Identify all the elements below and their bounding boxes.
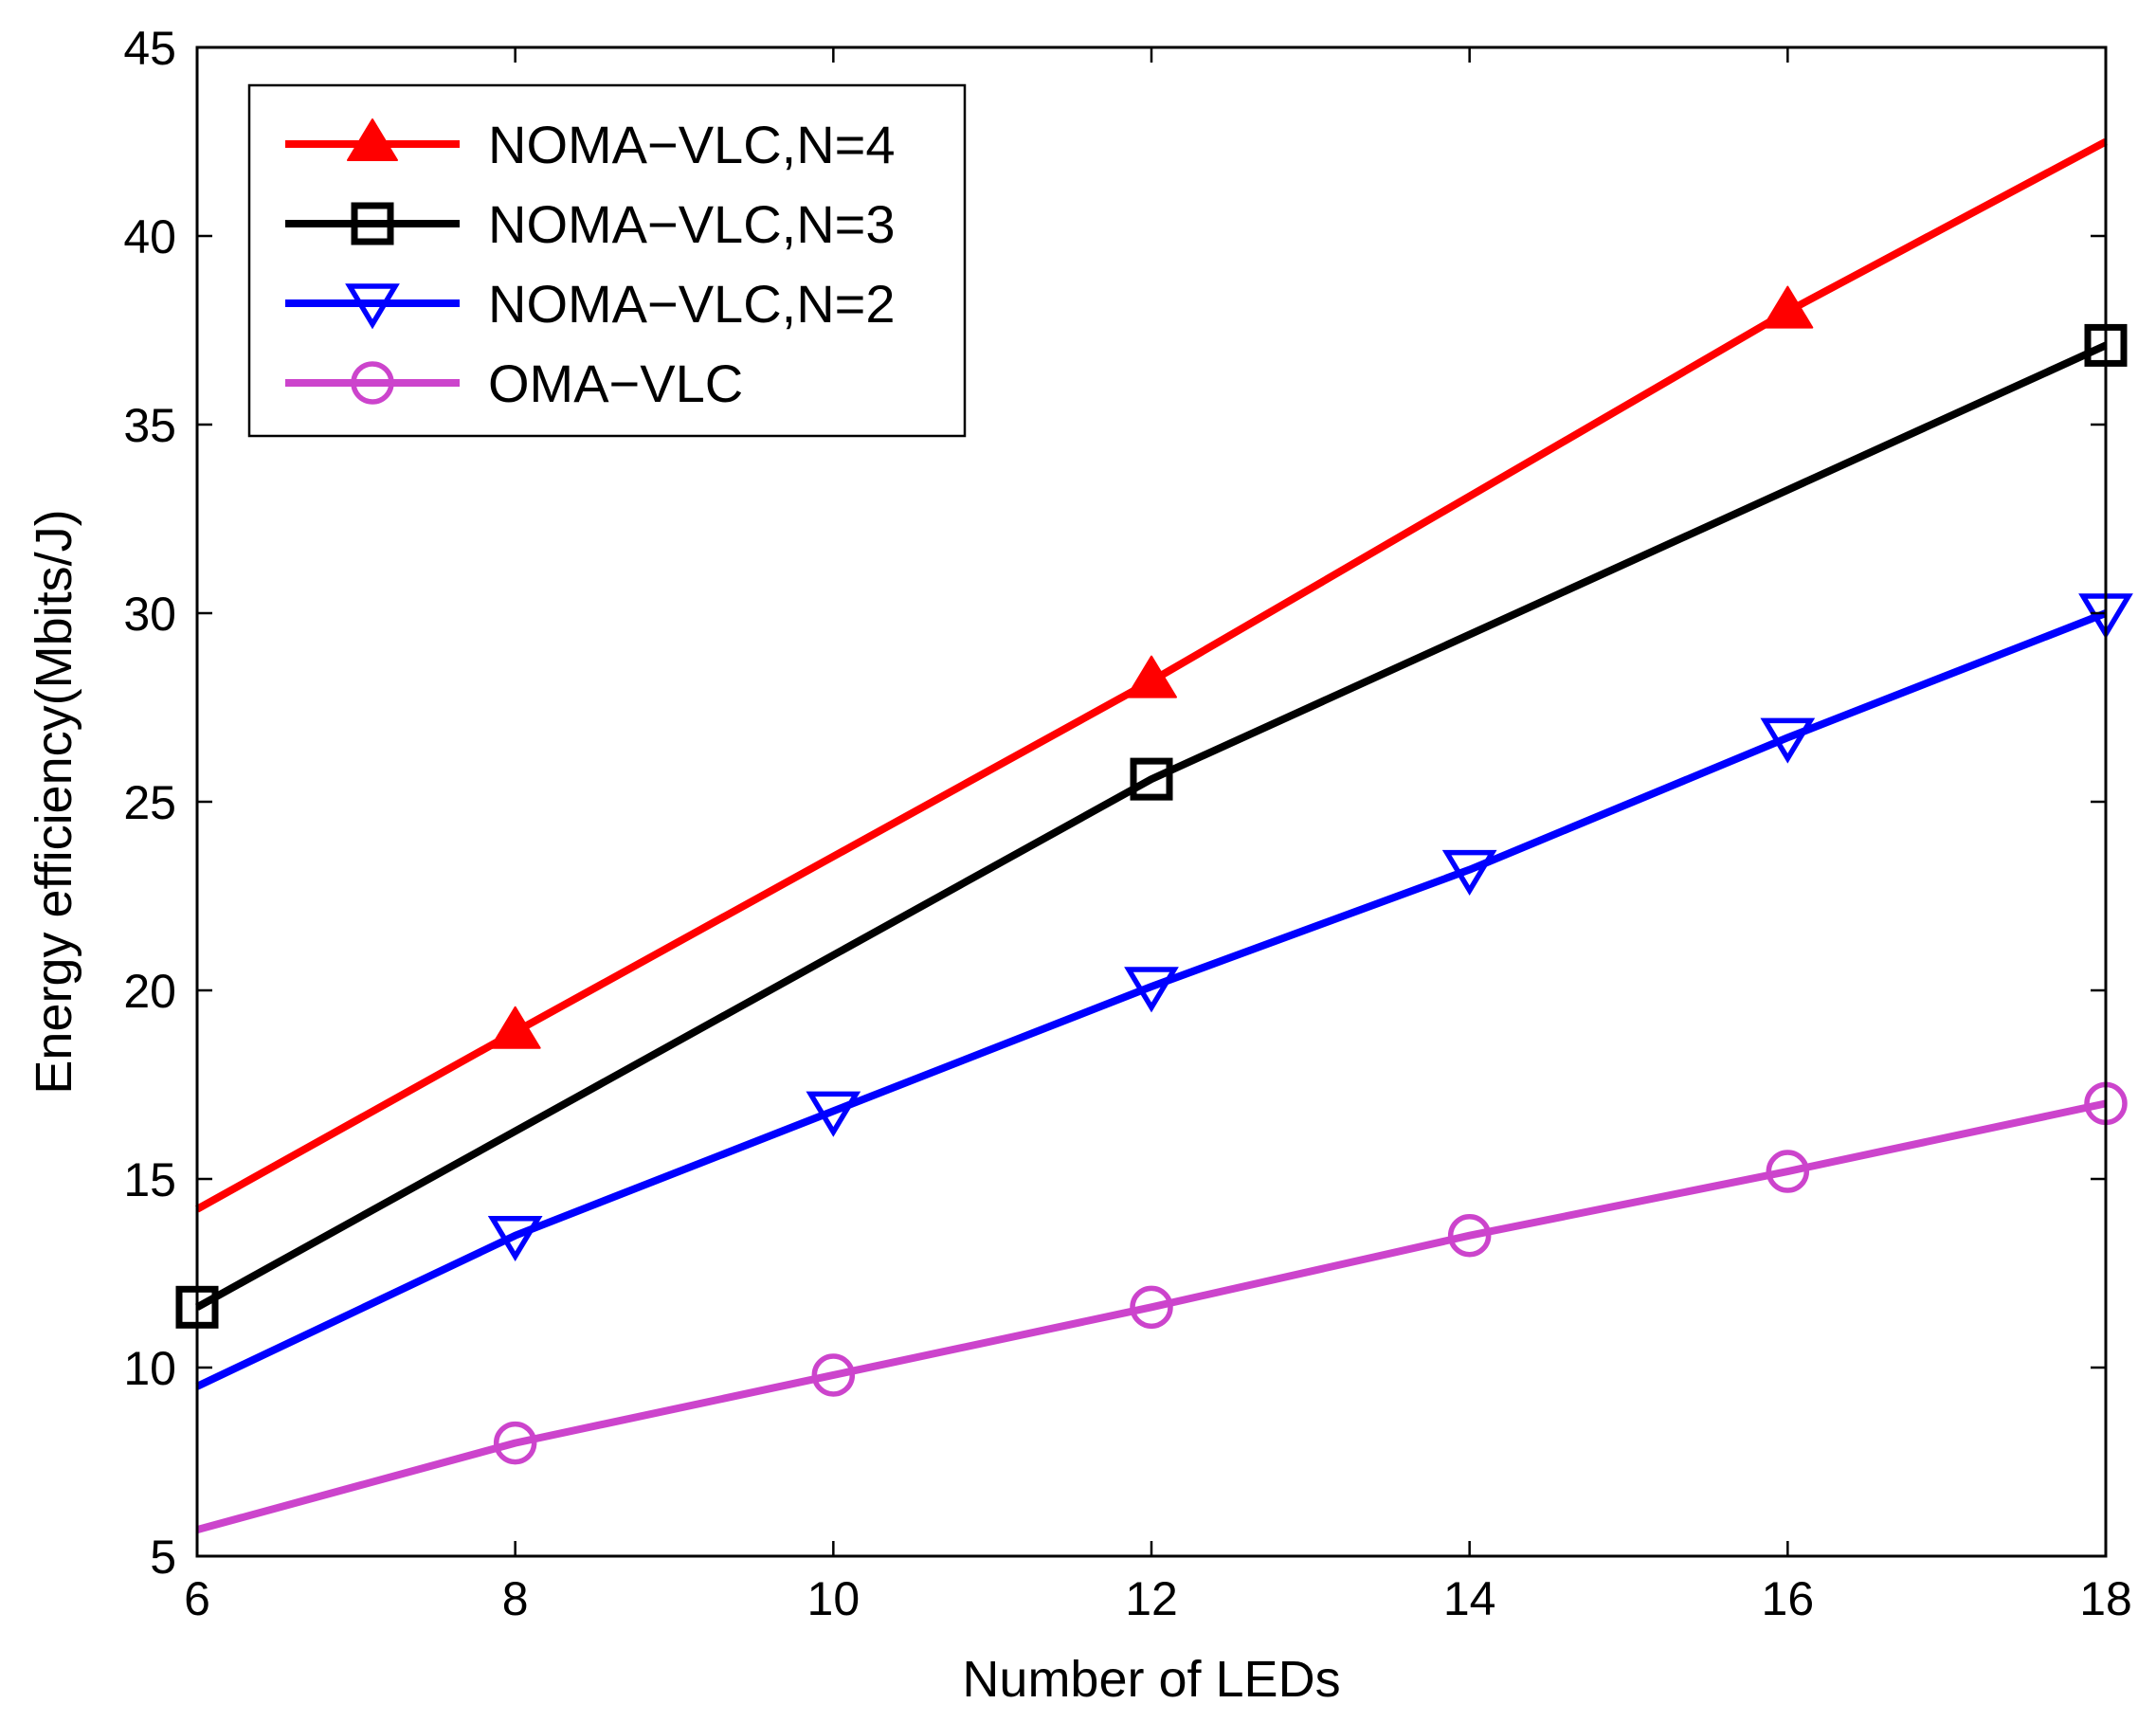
legend-item: OMA−VLC: [285, 353, 743, 413]
x-tick-label: 10: [807, 1572, 861, 1625]
legend-item: NOMA−VLC,N=2: [285, 274, 896, 334]
series-2: [175, 323, 2128, 1329]
series-line: [195, 341, 2108, 1311]
data-point: [1130, 757, 1173, 801]
series-line: [195, 609, 2108, 1390]
data-point: [487, 1215, 543, 1262]
legend-swatch-marker: [345, 283, 400, 330]
data-point: [1126, 655, 1177, 698]
x-tick-label: 18: [2079, 1572, 2132, 1625]
y-tick-label: 20: [123, 965, 176, 1018]
data-point: [811, 1353, 856, 1397]
series-line: [195, 1099, 2107, 1533]
data-point: [1760, 717, 1816, 764]
tick-layer: 6 8 10 12 14 16 18 5 10 15 20 25 30 35 40 45: [123, 22, 2131, 1625]
legend: NOMA−VLC,N=4 NOMA−VLC,N=3 NOMA−VLC,N=2 OMA−…: [247, 83, 967, 438]
data-point: [1762, 285, 1814, 329]
data-point: [1766, 1150, 1810, 1193]
y-tick-label: 25: [123, 776, 176, 829]
legend-swatch-marker: [347, 118, 398, 161]
x-axis-label: Number of LEDs: [962, 1651, 1340, 1708]
legend-label: NOMA−VLC,N=4: [488, 115, 896, 174]
legend-label: OMA−VLC: [488, 353, 743, 413]
x-tick-label: 12: [1125, 1572, 1178, 1625]
legend-item: NOMA−VLC,N=3: [285, 194, 896, 254]
data-point: [1447, 1213, 1492, 1258]
y-tick-label: 30: [123, 588, 176, 641]
y-tick-label: 5: [150, 1531, 176, 1584]
y-tick-label: 35: [123, 399, 176, 452]
series-1: [195, 137, 2108, 1213]
data-point: [1124, 967, 1179, 1013]
y-axis-label: Energy efficiency(Mbits/J): [26, 509, 82, 1094]
legend-label: NOMA−VLC,N=2: [488, 274, 896, 334]
data-point: [489, 1006, 541, 1049]
y-tick-label: 15: [123, 1153, 176, 1206]
legend-label: NOMA−VLC,N=3: [488, 194, 896, 254]
data-point: [1441, 849, 1497, 896]
data-point: [493, 1421, 537, 1465]
legend-swatch-marker: [351, 202, 394, 245]
x-tick-label: 16: [1762, 1572, 1815, 1625]
legend-item: NOMA−VLC,N=4: [285, 115, 896, 174]
legend-swatch-marker: [351, 361, 394, 405]
y-tick-label: 45: [123, 22, 176, 75]
data-point: [1130, 1285, 1173, 1330]
y-tick-label: 40: [123, 210, 176, 263]
y-tick-label: 10: [123, 1342, 176, 1395]
data-point: [806, 1091, 861, 1137]
series-layer: [175, 137, 2133, 1533]
series-3: [195, 593, 2133, 1390]
x-tick-label: 6: [184, 1572, 210, 1625]
x-tick-label: 8: [502, 1572, 529, 1625]
x-tick-label: 14: [1443, 1572, 1496, 1625]
